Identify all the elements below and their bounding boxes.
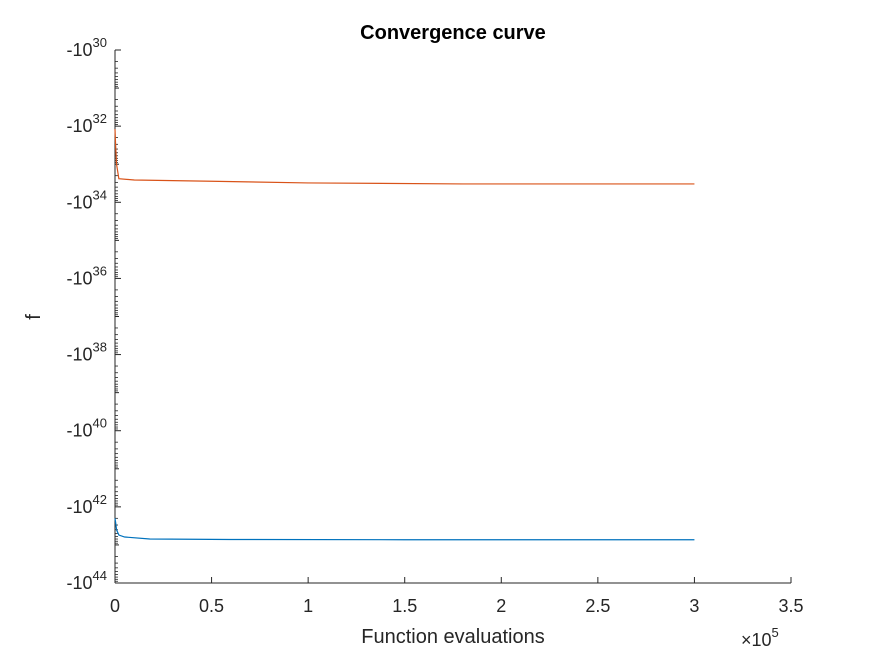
y-tick-label: -1042 <box>67 492 107 517</box>
y-axis-label: f <box>23 314 45 320</box>
series-line-2 <box>114 129 695 185</box>
y-tick-label: -1038 <box>67 340 107 365</box>
x-tick-label: 0 <box>110 596 120 616</box>
y-tick-base: -10 <box>67 192 93 212</box>
y-tick-power: 30 <box>93 35 107 50</box>
series-lines <box>114 129 695 541</box>
y-tick-label: -1034 <box>67 187 107 212</box>
axes: -1030-1032-1034-1036-1038-1040-1042-1044… <box>67 35 804 616</box>
x-tick-label: 0.5 <box>199 596 224 616</box>
x-tick-label: 1 <box>303 596 313 616</box>
y-tick-base: -10 <box>67 40 93 60</box>
x-axis-exponent: ×105 <box>741 625 779 650</box>
x-tick-label: 2.5 <box>585 596 610 616</box>
x-axis-label: Function evaluations <box>361 626 544 648</box>
y-tick-power: 36 <box>93 263 107 278</box>
y-tick-base: -10 <box>67 573 93 593</box>
x-exponent-base: ×10 <box>741 630 772 650</box>
y-tick-base: -10 <box>67 345 93 365</box>
y-tick-base: -10 <box>67 116 93 136</box>
y-tick-base: -10 <box>67 497 93 517</box>
x-tick-label: 3.5 <box>778 596 803 616</box>
y-tick-label: -1044 <box>67 568 107 593</box>
chart-title: Convergence curve <box>360 22 546 44</box>
series-line-1 <box>114 518 695 541</box>
y-tick-power: 40 <box>93 416 107 431</box>
x-tick-label: 2 <box>496 596 506 616</box>
y-tick-power: 42 <box>93 492 107 507</box>
y-tick-power: 34 <box>93 187 107 202</box>
x-exponent-power: 5 <box>772 625 779 640</box>
y-tick-label: -1030 <box>67 35 107 60</box>
y-tick-base: -10 <box>67 421 93 441</box>
x-tick-label: 1.5 <box>392 596 417 616</box>
y-tick-power: 32 <box>93 111 107 126</box>
y-tick-power: 44 <box>93 568 107 583</box>
y-tick-label: -1040 <box>67 416 107 441</box>
y-tick-label: -1032 <box>67 111 107 136</box>
y-tick-label: -1036 <box>67 263 107 288</box>
x-tick-label: 3 <box>689 596 699 616</box>
y-tick-power: 38 <box>93 340 107 355</box>
y-tick-base: -10 <box>67 268 93 288</box>
